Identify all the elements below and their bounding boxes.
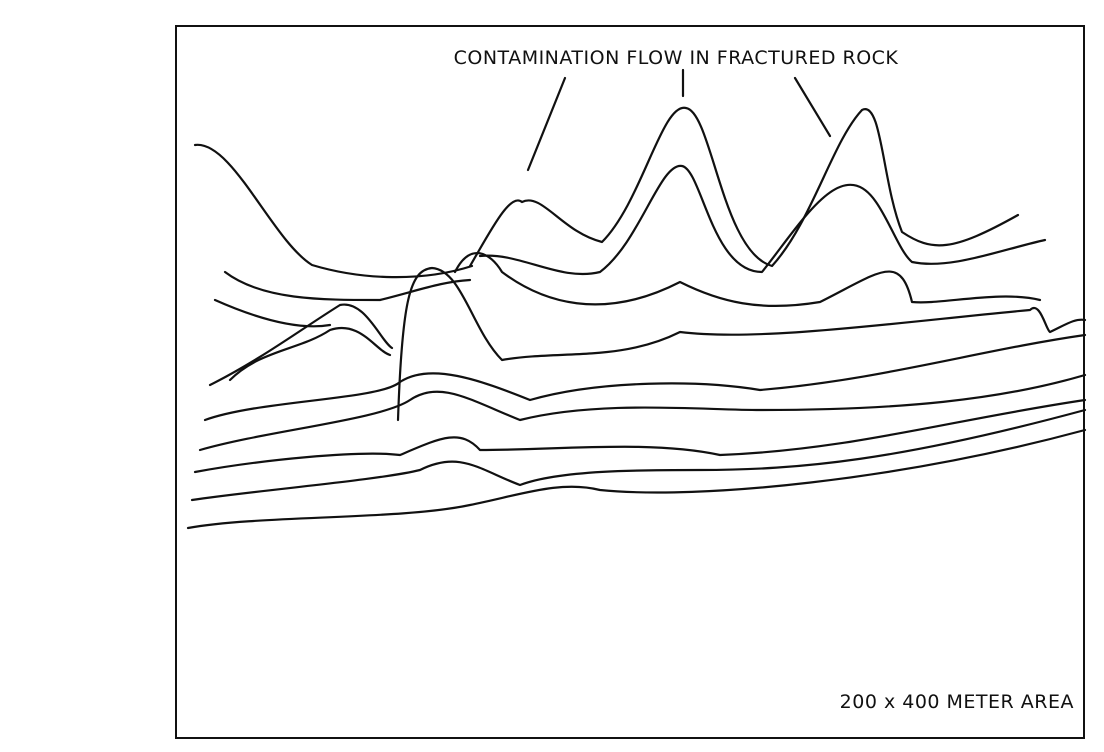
terrain-profiles [186,106,1087,530]
frame [175,25,1085,739]
pointer-lines [526,68,832,172]
figure-title: CONTAMINATION FLOW IN FRACTURED ROCK [454,47,899,69]
area-caption: 200 x 400 METER AREA [840,691,1074,713]
